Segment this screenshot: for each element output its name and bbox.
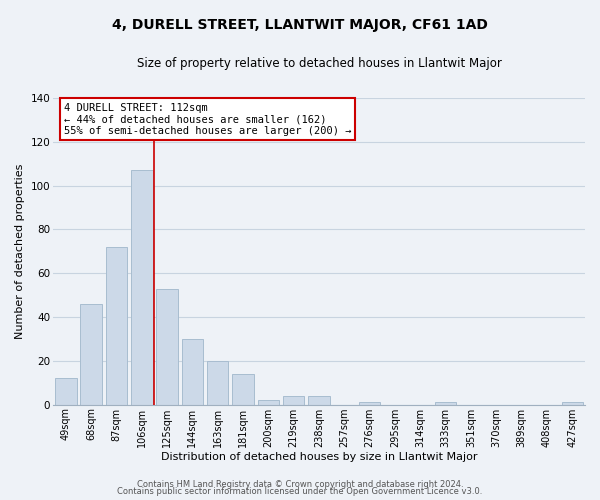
Bar <box>283 396 304 404</box>
Bar <box>131 170 152 404</box>
Bar <box>182 339 203 404</box>
Text: Contains public sector information licensed under the Open Government Licence v3: Contains public sector information licen… <box>118 487 482 496</box>
Bar <box>55 378 77 404</box>
Bar <box>435 402 457 404</box>
Text: 4 DURELL STREET: 112sqm
← 44% of detached houses are smaller (162)
55% of semi-d: 4 DURELL STREET: 112sqm ← 44% of detache… <box>64 102 351 136</box>
Bar <box>106 247 127 404</box>
Bar <box>257 400 279 404</box>
Bar <box>308 396 330 404</box>
Bar <box>157 288 178 405</box>
Title: Size of property relative to detached houses in Llantwit Major: Size of property relative to detached ho… <box>137 58 502 70</box>
Bar <box>232 374 254 404</box>
Y-axis label: Number of detached properties: Number of detached properties <box>15 164 25 339</box>
Text: Contains HM Land Registry data © Crown copyright and database right 2024.: Contains HM Land Registry data © Crown c… <box>137 480 463 489</box>
Bar <box>562 402 583 404</box>
X-axis label: Distribution of detached houses by size in Llantwit Major: Distribution of detached houses by size … <box>161 452 477 462</box>
Bar <box>80 304 102 404</box>
Text: 4, DURELL STREET, LLANTWIT MAJOR, CF61 1AD: 4, DURELL STREET, LLANTWIT MAJOR, CF61 1… <box>112 18 488 32</box>
Bar <box>207 361 229 405</box>
Bar <box>359 402 380 404</box>
